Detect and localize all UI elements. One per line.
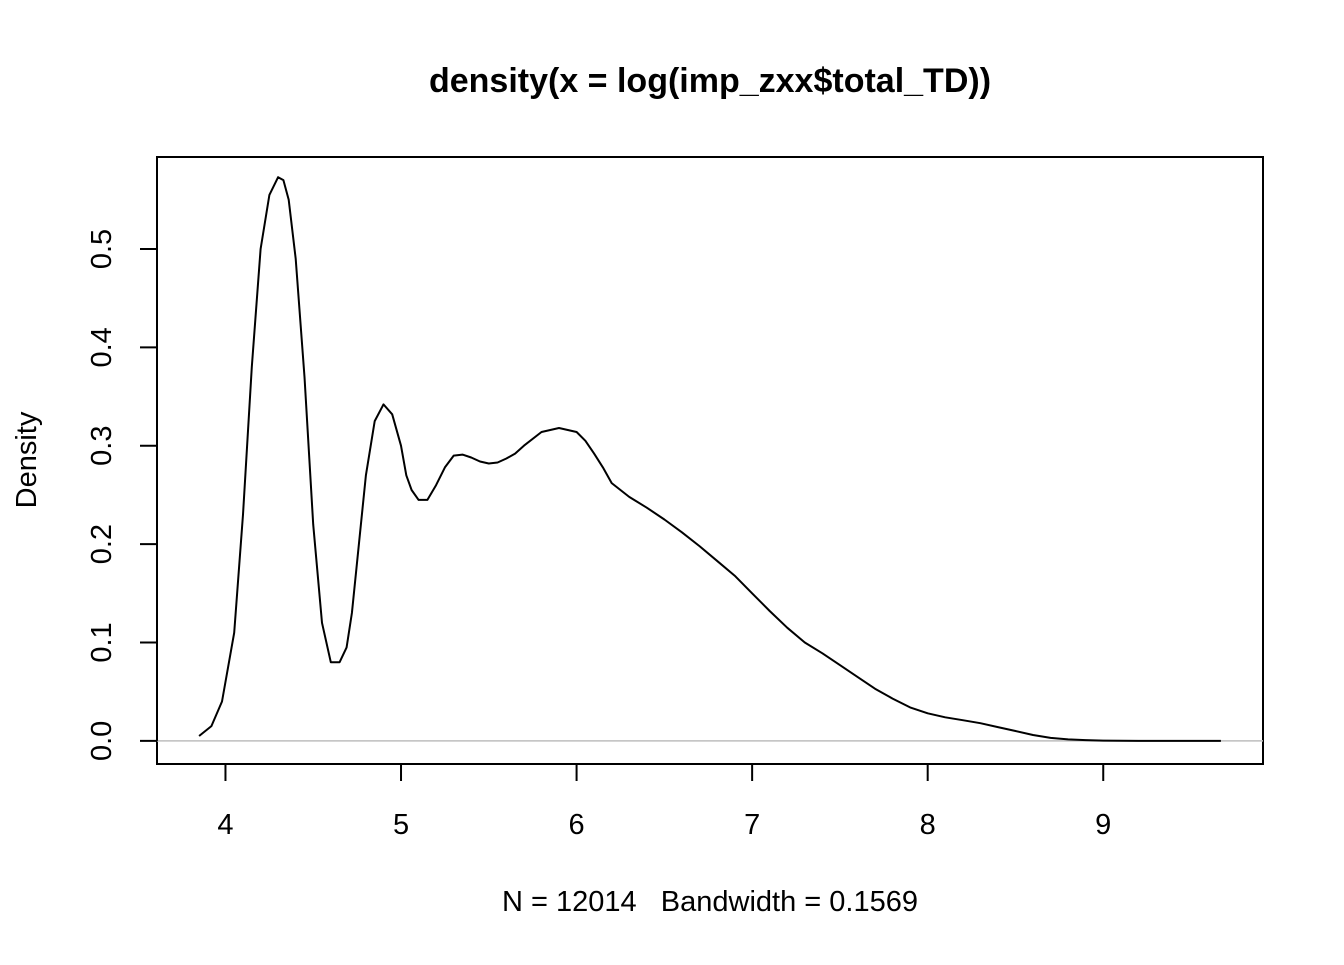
y-tick-label: 0.5 — [86, 229, 118, 269]
y-axis-label: Density — [11, 411, 43, 508]
x-tick-label: 5 — [393, 809, 409, 841]
x-tick-label: 7 — [744, 809, 760, 841]
y-tick-label: 0.0 — [86, 721, 118, 761]
density-curve — [198, 176, 1221, 742]
x-axis-label: N = 12014 Bandwidth = 0.1569 — [502, 886, 918, 918]
y-tick-label: 0.3 — [86, 426, 118, 466]
y-axis: 0.0 0.1 0.2 0.3 0.4 0.5 — [86, 229, 158, 761]
x-tick-label: 6 — [569, 809, 585, 841]
x-tick-label: 9 — [1095, 809, 1111, 841]
x-axis: 4 5 6 7 8 9 — [217, 763, 1111, 841]
chart-title: density(x = log(imp_zxx$total_TD)) — [429, 62, 991, 100]
y-tick-label: 0.4 — [86, 327, 118, 367]
y-tick-label: 0.1 — [86, 622, 118, 662]
x-tick-label: 4 — [217, 809, 233, 841]
y-tick-label: 0.2 — [86, 524, 118, 564]
plot-frame — [156, 156, 1264, 765]
density-curve-layer — [198, 176, 1221, 742]
x-tick-label: 8 — [920, 809, 936, 841]
